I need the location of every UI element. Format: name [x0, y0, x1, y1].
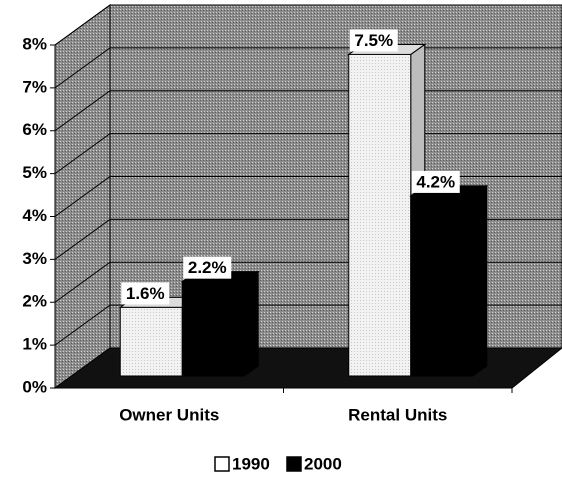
legend-swatch: [214, 456, 230, 472]
label-box: [349, 29, 398, 52]
bar: [180, 270, 260, 377]
bar: [409, 184, 489, 377]
data-label: 1.6%: [126, 284, 165, 303]
bar-front: [181, 281, 245, 377]
legend-label: 2000: [304, 454, 342, 473]
label-box: [411, 170, 460, 193]
y-tick-label: 7%: [22, 77, 47, 96]
x-tick-label: Owner Units: [119, 405, 219, 424]
bar-side: [472, 184, 488, 377]
y-tick-label: 5%: [22, 163, 47, 182]
y-tick-label: 1%: [22, 335, 47, 354]
bar-front: [410, 195, 474, 377]
bar-front: [348, 53, 412, 377]
data-label: 2.2%: [188, 258, 227, 277]
label-box: [183, 256, 232, 279]
label-box: [121, 282, 170, 305]
y-tick-label: 6%: [22, 120, 47, 139]
grid-line: [54, 4, 562, 46]
y-tick-label: 2%: [22, 292, 47, 311]
data-label: 4.2%: [416, 172, 455, 191]
y-tick-label: 3%: [22, 249, 47, 268]
y-tick-label: 0%: [22, 377, 47, 396]
y-tick-label: 8%: [22, 34, 47, 53]
legend-swatch: [286, 456, 302, 472]
bar-side: [243, 270, 259, 377]
bar-front: [119, 306, 183, 377]
y-tick-label: 4%: [22, 206, 47, 225]
x-tick-label: Rental Units: [348, 405, 447, 424]
data-label: 7.5%: [354, 31, 393, 50]
legend-label: 1990: [232, 454, 270, 473]
